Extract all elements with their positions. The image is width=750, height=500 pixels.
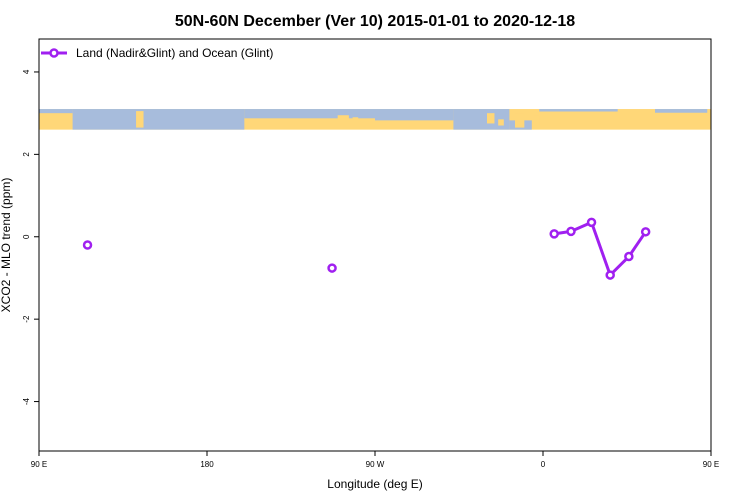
map-band-ocean	[39, 109, 73, 114]
x-axis: 90 E 180 90 W 0 90 E	[31, 451, 719, 469]
y-axis: 4 2 0 -2 -4	[22, 69, 39, 405]
legend-marker	[49, 48, 59, 58]
data-point	[82, 240, 93, 250]
chart-title: 50N-60N December (Ver 10) 2015-01-01 to …	[175, 13, 575, 30]
map-band	[39, 109, 711, 130]
plot-frame	[38, 38, 712, 452]
map-band-ocean	[453, 109, 510, 130]
data-point	[640, 227, 651, 237]
map-band-island	[515, 113, 525, 128]
x-tick-label: 0	[541, 460, 546, 469]
y-tick-label: -2	[22, 315, 31, 323]
y-tick-label: 2	[22, 152, 31, 157]
x-tick-label: 90 E	[31, 460, 47, 469]
map-band-ocean	[375, 109, 454, 121]
map-band-island	[337, 115, 349, 126]
data-point	[586, 217, 597, 228]
map-band-island	[136, 111, 144, 128]
x-axis-label: Longitude (deg E)	[327, 477, 422, 491]
data-point	[566, 226, 576, 237]
x-tick-label: 90 W	[366, 460, 385, 469]
data-point	[549, 229, 559, 239]
map-band-island	[533, 115, 540, 126]
map-band-ocean	[72, 109, 245, 130]
map-band-island	[487, 113, 495, 124]
data-point	[624, 251, 634, 262]
data-point	[327, 263, 337, 273]
map-band-ocean	[244, 109, 375, 119]
y-axis-label: XCO2 - MLO trend (ppm)	[0, 178, 13, 313]
map-band-ocean	[655, 109, 708, 113]
y-tick-label: 4	[22, 69, 31, 74]
map-band-ocean	[539, 109, 618, 112]
series-layer	[82, 217, 651, 280]
data-point	[605, 270, 615, 280]
y-tick-label: 0	[22, 234, 31, 239]
map-band-island	[352, 117, 359, 124]
legend: Land (Nadir&Glint) and Ocean (Glint)	[41, 46, 273, 60]
x-tick-label: 180	[200, 460, 214, 469]
x-tick-label: 90 E	[703, 460, 719, 469]
map-band-island	[498, 119, 504, 126]
legend-label: Land (Nadir&Glint) and Ocean (Glint)	[76, 46, 273, 60]
y-tick-label: -4	[22, 397, 31, 405]
